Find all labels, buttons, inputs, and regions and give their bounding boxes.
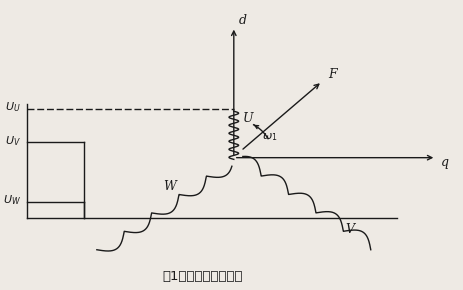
Text: $\omega_1$: $\omega_1$	[262, 131, 277, 143]
Text: $U_W$: $U_W$	[3, 193, 21, 207]
Text: $U_U$: $U_U$	[5, 100, 21, 114]
Text: F: F	[327, 68, 336, 81]
Text: q: q	[440, 156, 448, 169]
Text: V: V	[345, 224, 354, 236]
Text: U: U	[242, 112, 252, 125]
Text: d: d	[238, 14, 247, 27]
Text: 图1　三相静止坐标系: 图1 三相静止坐标系	[162, 270, 242, 283]
Text: W: W	[163, 180, 175, 193]
Text: $U_V$: $U_V$	[5, 134, 21, 148]
